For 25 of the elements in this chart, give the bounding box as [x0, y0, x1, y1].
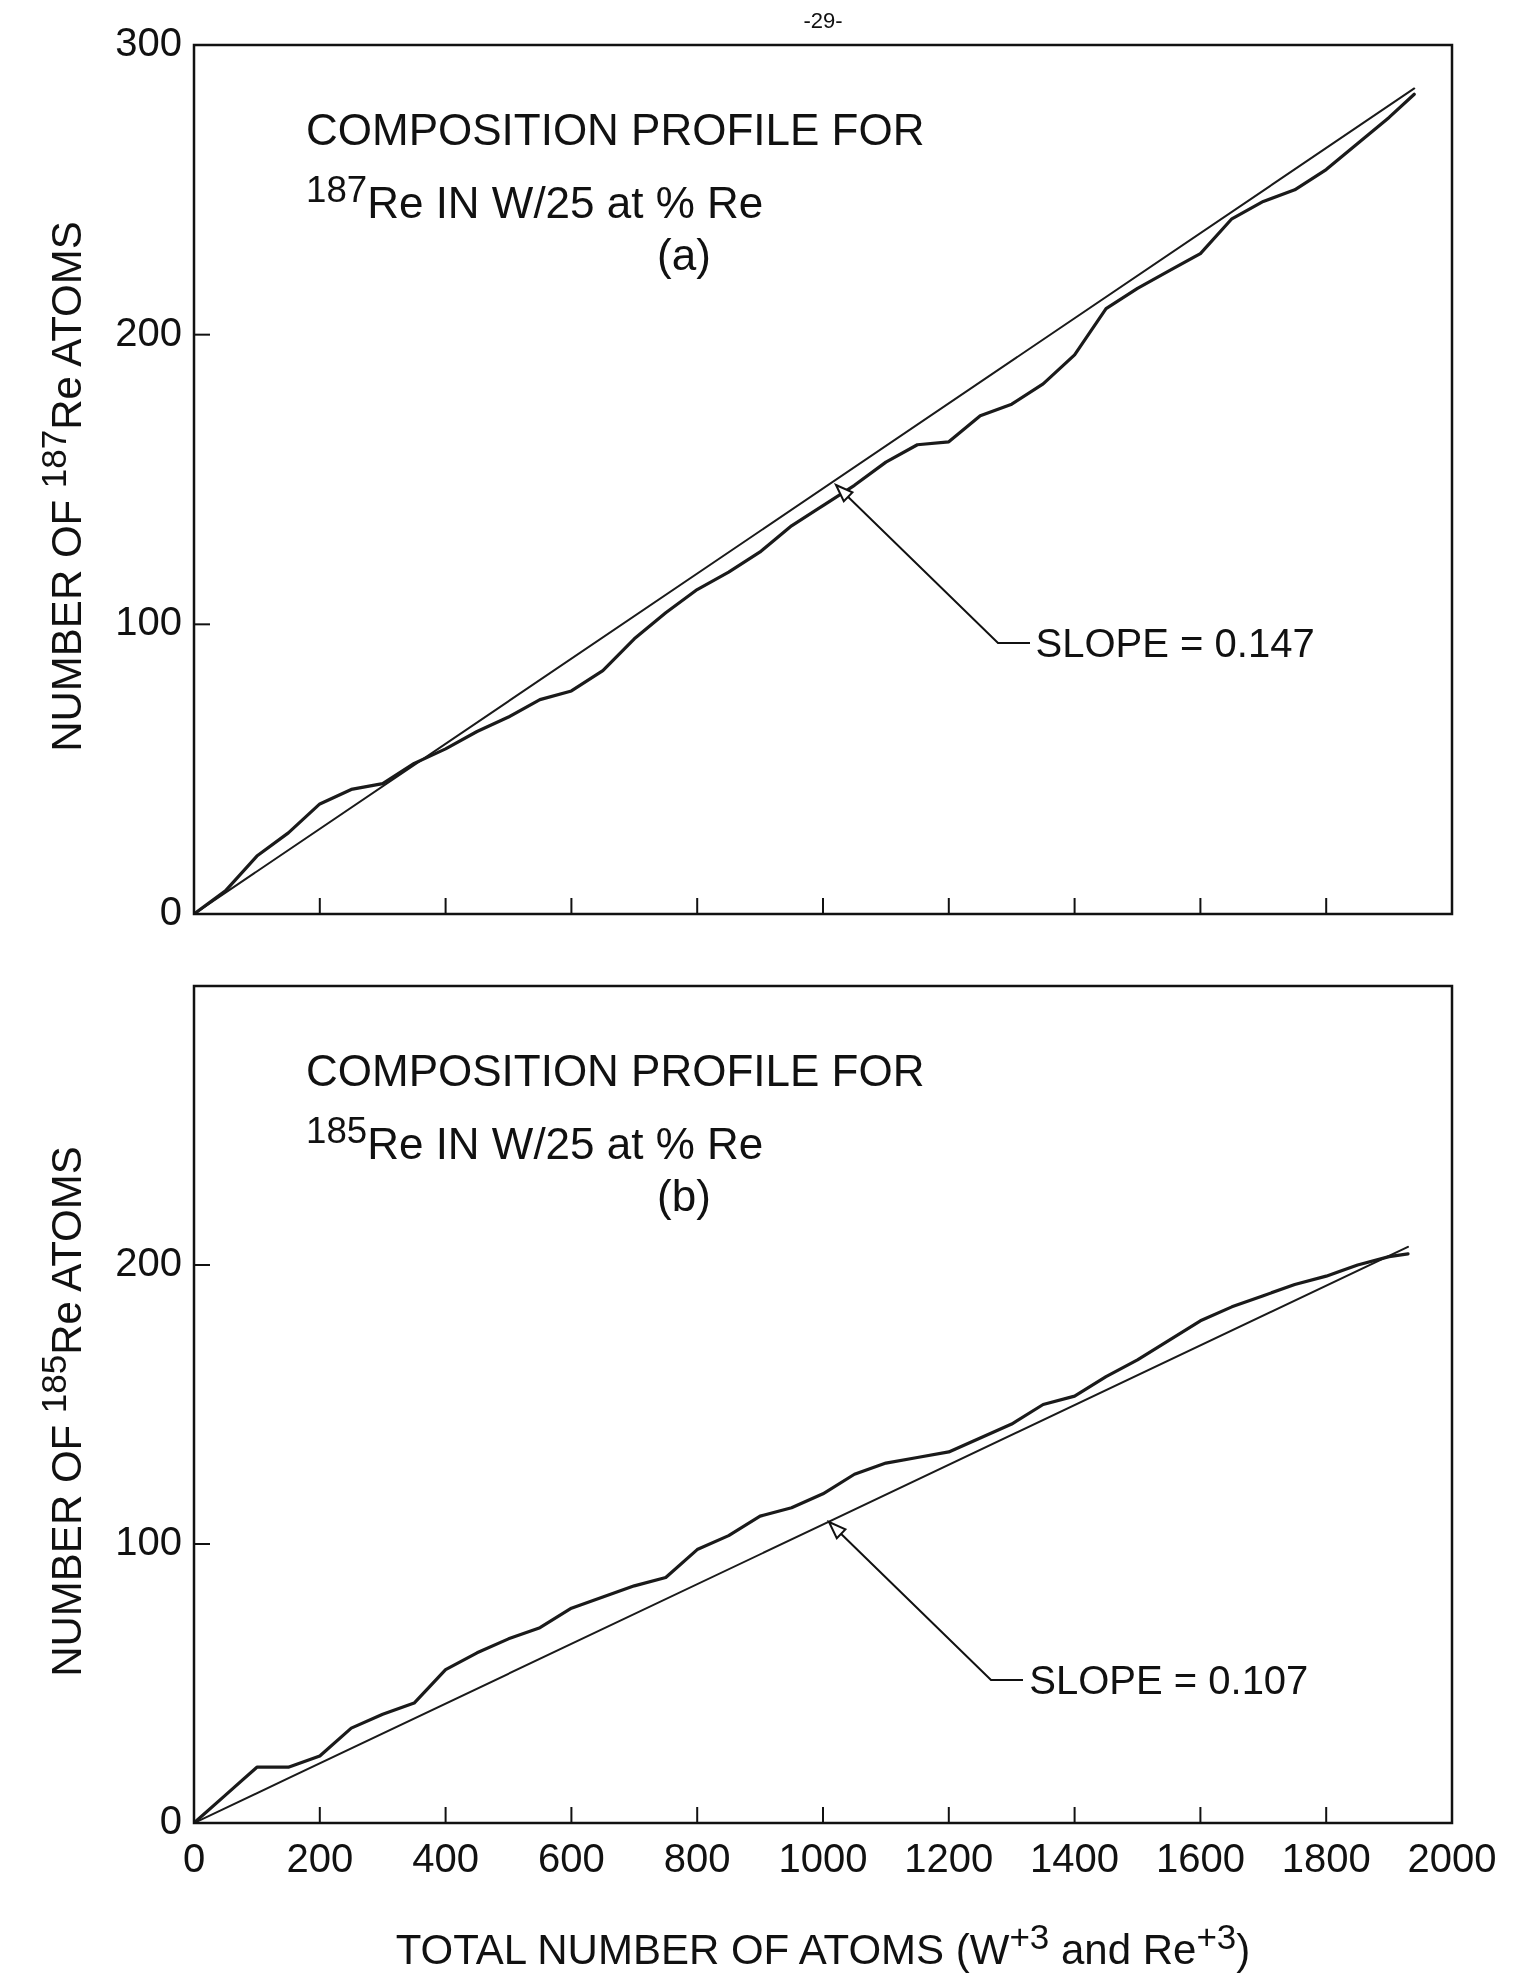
annotation: SLOPE = 0.147 [1035, 620, 1315, 668]
y-tick-label: 0 [159, 889, 182, 934]
annotation: SLOPE = 0.107 [1029, 1656, 1309, 1704]
x-tick-label: 1800 [1281, 1836, 1371, 1881]
x-tick-label: 1200 [904, 1836, 994, 1881]
x-tick-label: 200 [286, 1836, 354, 1881]
text: (a) [656, 230, 712, 280]
y-tick-label: 0 [159, 1798, 182, 1843]
y-tick-label: 200 [115, 1240, 182, 1285]
x-tick-label: 1600 [1155, 1836, 1245, 1881]
x-tick-label: 1400 [1030, 1836, 1120, 1881]
y-tick-label: 200 [115, 309, 182, 354]
x-axis-title: TOTAL NUMBER OF ATOMS (W$^{+3}$ and Re$^{+3}$) [394, 1917, 1252, 1974]
x-tick-label: 600 [538, 1836, 605, 1881]
y-tick-label: 300 [115, 20, 182, 65]
y-tick-label: 100 [115, 1519, 182, 1564]
text: COMPOSITION PROFILE FOR $^{185}$Re IN W/25 at % Re [306, 1046, 925, 1168]
y-tick-label: 100 [115, 599, 182, 644]
text: -29- [802, 8, 844, 34]
x-tick-label: 400 [412, 1836, 479, 1881]
text: (b) [656, 1171, 712, 1221]
x-tick-label: 800 [663, 1836, 731, 1881]
x-tick-label: 1000 [778, 1836, 868, 1881]
text: COMPOSITION PROFILE FOR $^{187}$Re IN W/25 at % Re [306, 105, 925, 227]
x-tick-label: 2000 [1407, 1836, 1497, 1881]
